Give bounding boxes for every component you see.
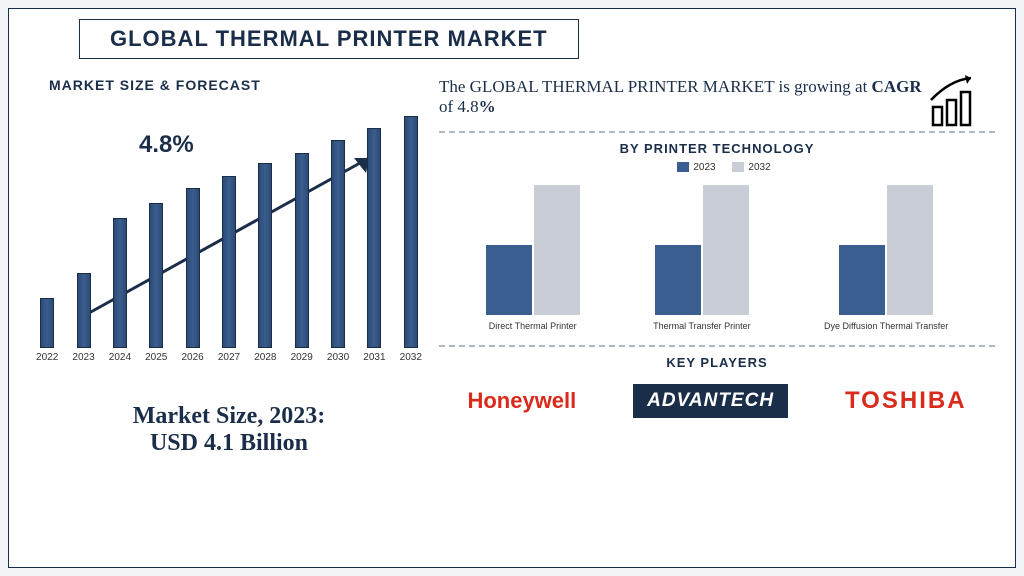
legend-swatch-2032 bbox=[732, 162, 744, 172]
forecast-bar-col: 2028 bbox=[250, 163, 280, 363]
forecast-bar-col: 2024 bbox=[105, 218, 135, 363]
tech-bar-pair bbox=[839, 185, 933, 315]
tech-chart: Direct Thermal Printer Thermal Transfer P… bbox=[439, 181, 995, 331]
tech-group: Direct Thermal Printer bbox=[486, 185, 580, 331]
legend-label-2023: 2023 bbox=[693, 162, 715, 173]
forecast-bar-label: 2030 bbox=[327, 352, 349, 363]
forecast-bar-label: 2028 bbox=[254, 352, 276, 363]
players-heading: KEY PLAYERS bbox=[439, 355, 995, 370]
tech-category-label: Dye Diffusion Thermal Transfer bbox=[824, 321, 948, 331]
forecast-bar-col: 2030 bbox=[323, 140, 353, 363]
forecast-bar bbox=[113, 218, 127, 348]
forecast-bar-col: 2031 bbox=[359, 128, 389, 363]
logo-honeywell: Honeywell bbox=[467, 388, 576, 414]
legend-swatch-2023 bbox=[677, 162, 689, 172]
forecast-bars: 2022 2023 2024 2025 2026 2027 2028 2029 2030 2031… bbox=[29, 123, 429, 363]
forecast-bar-col: 2027 bbox=[214, 176, 244, 363]
page-title: GLOBAL THERMAL PRINTER MARKET bbox=[110, 26, 548, 51]
forecast-bar-label: 2031 bbox=[363, 352, 385, 363]
tech-category-label: Direct Thermal Printer bbox=[489, 321, 577, 331]
content-row: MARKET SIZE & FORECAST 4.8% 202220232024… bbox=[29, 77, 995, 557]
tech-category-label: Thermal Transfer Printer bbox=[653, 321, 751, 331]
title-box: GLOBAL THERMAL PRINTER MARKET bbox=[79, 19, 579, 59]
forecast-bar bbox=[186, 188, 200, 348]
market-size-line2: USD 4.1 Billion bbox=[29, 430, 429, 457]
tech-bar-pair bbox=[486, 185, 580, 315]
forecast-bar bbox=[222, 176, 236, 348]
tech-bar-pair bbox=[655, 185, 749, 315]
left-panel: MARKET SIZE & FORECAST 4.8% 202220232024… bbox=[29, 77, 429, 557]
forecast-bar-label: 2029 bbox=[291, 352, 313, 363]
tech-legend: 2023 2032 bbox=[439, 162, 995, 173]
cagr-bold1: CAGR bbox=[872, 77, 922, 96]
tech-group: Thermal Transfer Printer bbox=[653, 185, 751, 331]
tech-group: Dye Diffusion Thermal Transfer bbox=[824, 185, 948, 331]
tech-bar-2032 bbox=[703, 185, 749, 315]
forecast-bar bbox=[40, 298, 54, 348]
market-size-block: Market Size, 2023: USD 4.1 Billion bbox=[29, 403, 429, 457]
right-panel: The GLOBAL THERMAL PRINTER MARKET is gro… bbox=[429, 77, 995, 557]
forecast-bar bbox=[404, 116, 418, 348]
forecast-heading: MARKET SIZE & FORECAST bbox=[49, 77, 429, 93]
cagr-text-pre: The GLOBAL THERMAL PRINTER MARKET is gro… bbox=[439, 77, 872, 96]
forecast-bar-label: 2022 bbox=[36, 352, 58, 363]
legend-label-2032: 2032 bbox=[748, 162, 770, 173]
forecast-bar-label: 2032 bbox=[400, 352, 422, 363]
tech-bar-2023 bbox=[486, 245, 532, 315]
infographic-frame: GLOBAL THERMAL PRINTER MARKET MARKET SIZ… bbox=[8, 8, 1016, 568]
tech-heading: BY PRINTER TECHNOLOGY bbox=[439, 141, 995, 156]
players-row: Honeywell ADVANTECH TOSHIBA bbox=[439, 384, 995, 418]
forecast-bar bbox=[149, 203, 163, 348]
forecast-bar bbox=[367, 128, 381, 348]
forecast-bar-col: 2026 bbox=[178, 188, 208, 363]
forecast-bar bbox=[331, 140, 345, 348]
tech-bar-2023 bbox=[655, 245, 701, 315]
forecast-bar-label: 2025 bbox=[145, 352, 167, 363]
forecast-chart: 4.8% 20222023202420252026202720282029203… bbox=[29, 103, 429, 383]
cagr-bold2: % bbox=[479, 97, 496, 116]
tech-bar-2032 bbox=[887, 185, 933, 315]
forecast-bar-col: 2023 bbox=[69, 273, 99, 363]
forecast-bar bbox=[295, 153, 309, 348]
separator-2 bbox=[439, 345, 995, 347]
forecast-bar-col: 2032 bbox=[396, 116, 426, 363]
market-size-line1: Market Size, 2023: bbox=[29, 403, 429, 430]
forecast-bar-col: 2025 bbox=[141, 203, 171, 363]
cagr-statement: The GLOBAL THERMAL PRINTER MARKET is gro… bbox=[439, 77, 995, 117]
forecast-bar-col: 2029 bbox=[287, 153, 317, 363]
forecast-bar bbox=[77, 273, 91, 348]
tech-bar-2032 bbox=[534, 185, 580, 315]
growth-chart-icon bbox=[925, 72, 985, 127]
forecast-bar bbox=[258, 163, 272, 348]
logo-toshiba: TOSHIBA bbox=[845, 387, 967, 415]
tech-bar-2023 bbox=[839, 245, 885, 315]
separator-1 bbox=[439, 131, 995, 133]
forecast-bar-label: 2026 bbox=[181, 352, 203, 363]
forecast-bar-label: 2024 bbox=[109, 352, 131, 363]
logo-advantech: ADVANTECH bbox=[633, 384, 788, 418]
forecast-bar-label: 2027 bbox=[218, 352, 240, 363]
cagr-mid: of 4.8 bbox=[439, 97, 479, 116]
forecast-bar-col: 2022 bbox=[32, 298, 62, 363]
forecast-bar-label: 2023 bbox=[72, 352, 94, 363]
